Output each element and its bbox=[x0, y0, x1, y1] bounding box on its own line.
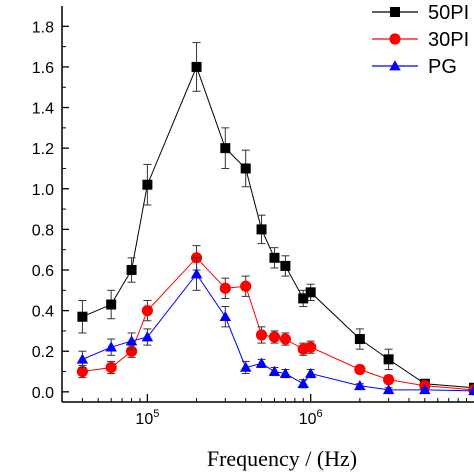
x-axis-title: Frequency / (Hz) bbox=[207, 446, 357, 471]
data-point bbox=[279, 367, 292, 378]
legend-item: 30PI bbox=[372, 29, 469, 51]
data-point bbox=[239, 361, 252, 372]
data-point bbox=[305, 341, 317, 353]
data-point bbox=[219, 310, 232, 322]
data-point bbox=[106, 299, 117, 310]
data-point bbox=[190, 268, 203, 279]
data-point bbox=[125, 335, 138, 346]
series-line bbox=[82, 65, 474, 389]
data-point bbox=[105, 361, 117, 374]
data-point bbox=[383, 374, 395, 386]
data-point bbox=[383, 354, 394, 365]
data-point bbox=[468, 385, 474, 396]
y-tick-label: 0.0 bbox=[32, 385, 54, 402]
legend-marker bbox=[390, 7, 400, 17]
legend-label: 50PI bbox=[428, 2, 469, 24]
y-tick-label: 0.6 bbox=[32, 263, 54, 280]
data-point bbox=[141, 305, 153, 317]
data-point bbox=[125, 345, 138, 357]
x-tick-exponent: 5 bbox=[153, 408, 159, 420]
data-point bbox=[240, 163, 251, 174]
data-point bbox=[191, 61, 202, 72]
legend-item: PG bbox=[372, 56, 457, 78]
data-point bbox=[142, 179, 153, 190]
x-tick-label: 105 bbox=[135, 408, 159, 428]
y-tick-label: 1.8 bbox=[32, 19, 54, 36]
series-line bbox=[82, 257, 474, 391]
y-tick-label: 1.0 bbox=[32, 182, 54, 199]
y-tick-label: 1.6 bbox=[32, 60, 54, 77]
y-tick-label: 1.2 bbox=[32, 141, 54, 158]
data-point bbox=[354, 380, 366, 391]
data-point bbox=[419, 384, 431, 395]
data-point bbox=[298, 293, 309, 304]
data-point bbox=[268, 331, 281, 343]
y-tick-label: 0.2 bbox=[32, 344, 54, 361]
data-point bbox=[255, 357, 268, 368]
legend-label: PG bbox=[428, 56, 457, 78]
data-point bbox=[279, 333, 291, 345]
data-point bbox=[280, 260, 291, 271]
legend: 50PI 30PI PG bbox=[372, 2, 469, 78]
data-point bbox=[354, 334, 365, 345]
series-pg bbox=[76, 257, 474, 396]
legend-label: 30PI bbox=[428, 29, 469, 51]
x-tick-base: 10 bbox=[299, 411, 317, 428]
legend-item: 50PI bbox=[372, 2, 469, 24]
data-point bbox=[255, 329, 268, 341]
data-point bbox=[256, 224, 267, 235]
data-point bbox=[76, 353, 89, 364]
data-point bbox=[76, 365, 89, 378]
y-tick-label: 0.4 bbox=[32, 304, 54, 321]
data-point bbox=[105, 341, 117, 352]
data-point bbox=[305, 287, 316, 298]
y-tick-label: 0.8 bbox=[32, 222, 54, 239]
data-point bbox=[354, 363, 366, 376]
x-tick-base: 10 bbox=[135, 411, 153, 428]
data-point bbox=[219, 282, 231, 294]
legend-marker bbox=[389, 60, 401, 71]
data-point bbox=[297, 377, 309, 389]
x-tick-exponent: 6 bbox=[317, 408, 323, 420]
x-tick-label: 106 bbox=[299, 408, 323, 428]
series-line bbox=[82, 273, 474, 392]
series-layer bbox=[76, 42, 474, 396]
y-tick-label: 1.4 bbox=[32, 101, 54, 118]
legend-marker bbox=[389, 33, 401, 45]
data-point bbox=[382, 384, 395, 395]
data-point bbox=[240, 280, 252, 292]
data-point bbox=[141, 331, 154, 342]
data-point bbox=[269, 252, 280, 263]
data-point bbox=[268, 365, 281, 376]
data-point bbox=[220, 143, 231, 154]
data-point bbox=[77, 311, 88, 322]
data-point bbox=[304, 367, 317, 378]
data-point bbox=[126, 265, 137, 275]
